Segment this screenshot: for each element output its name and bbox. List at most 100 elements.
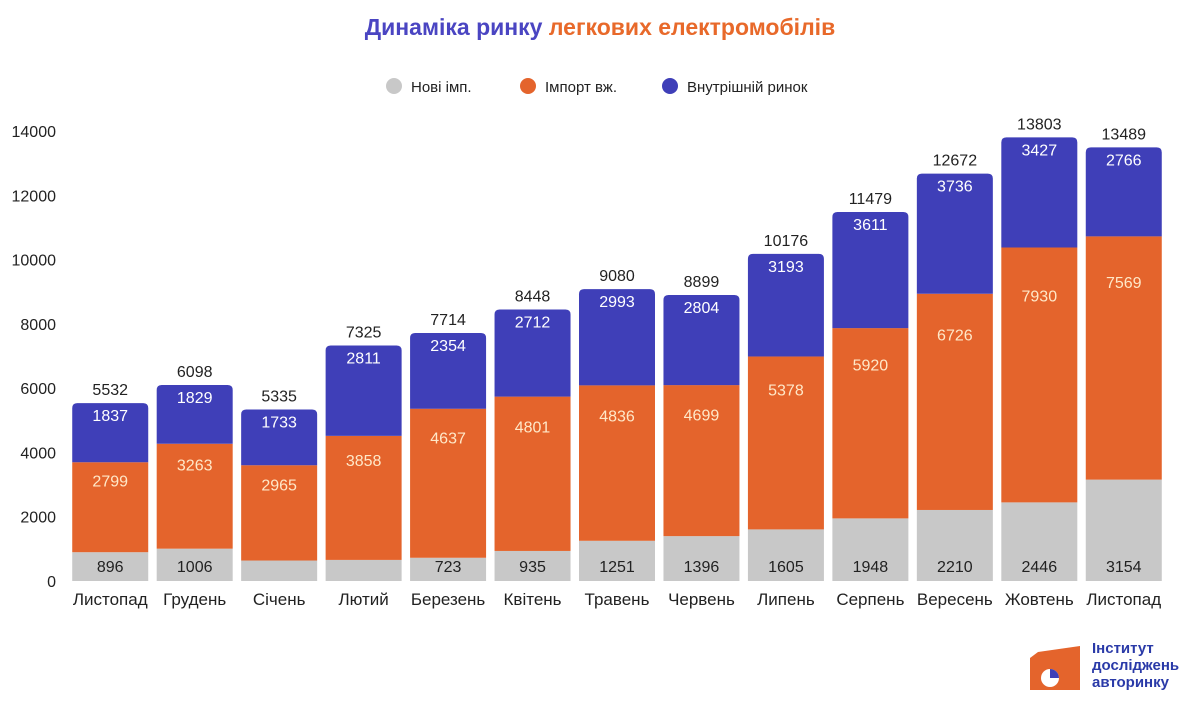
bar-segment [1085,147,1162,237]
bar-segment [156,384,233,444]
bar-segment [494,396,571,551]
data-label: 3427 [1022,142,1058,159]
bar-segment [663,536,740,581]
bar-segment [832,328,909,519]
data-label: 7930 [1022,288,1058,305]
x-tick-label: Жовтень [1005,590,1074,609]
bar-segment [579,540,655,581]
bar-segment [832,518,909,581]
x-tick-label: Квітень [504,590,562,609]
data-label: 1006 [177,559,213,576]
data-label: 2811 [346,351,381,368]
logo-text: Інститут досліджень авторинку [1092,640,1179,691]
data-label: 4836 [599,408,635,425]
x-tick-label: Червень [668,590,735,609]
bar-segment [579,289,655,386]
legend-label: Внутрішній ринок [687,79,808,96]
x-tick-label: Січень [253,590,306,609]
bar-segment [72,462,149,553]
data-label: 723 [435,559,462,576]
bar-segment [1001,137,1078,248]
data-label: 1829 [177,390,213,407]
x-tick-label: Листопад [73,590,148,609]
x-tick-label: Березень [411,590,486,609]
chart-title-part2: легкових електромобілів [548,14,836,40]
data-label: 5920 [853,357,889,374]
bar-segment [325,435,402,560]
data-label: 3858 [346,453,382,470]
data-label: 1605 [768,559,804,576]
bar-segment [325,345,402,436]
y-tick-label: 4000 [20,445,56,462]
bar-segment [494,550,571,581]
total-label: 13803 [1017,116,1062,133]
bar-segment [1001,502,1078,581]
data-label: 1733 [261,415,297,432]
data-label: 1948 [853,559,889,576]
data-label: 2712 [515,314,551,331]
bar-segment [72,403,149,463]
bar-segment [72,552,149,581]
data-label: 5378 [768,383,804,400]
bar-segment [325,559,402,581]
y-tick-label: 12000 [12,188,57,205]
bar-segment [747,356,824,530]
data-label: 2210 [937,559,973,576]
total-label: 7325 [346,325,382,342]
data-label: 1837 [92,408,128,425]
data-label: 1396 [684,559,720,576]
data-label: 3611 [853,217,888,234]
y-tick-label: 6000 [20,381,56,398]
legend-marker [662,78,678,94]
bar-segment [663,294,740,386]
data-label: 7569 [1106,275,1142,292]
bar-segment [241,560,318,581]
data-label: 2965 [261,477,297,494]
logo-line-2: досліджень [1092,657,1180,674]
bar-segment [1001,247,1078,503]
institute-logo: Інститут досліджень авторинку [1028,640,1198,700]
x-tick-label: Травень [585,590,650,609]
total-label: 10176 [764,233,809,250]
x-tick-label: Лютий [338,590,388,609]
data-label: 935 [519,559,546,576]
logo-line-3: авторинку [1092,674,1169,691]
bar-segment [832,212,909,329]
total-label: 12672 [933,153,978,170]
data-label: 3193 [768,259,804,276]
data-label: 2993 [599,294,635,311]
x-tick-label: Вересень [917,590,993,609]
bar-segment [410,557,487,581]
legend-label: Імпорт вж. [545,79,617,96]
bar-segment [663,385,740,537]
data-label: 3736 [937,179,973,196]
y-tick-label: 8000 [20,317,56,334]
x-tick-label: Липень [757,590,815,609]
data-label: 2446 [1022,559,1058,576]
data-label: 2804 [684,300,720,317]
bar-segment [156,443,233,549]
y-tick-label: 2000 [20,510,56,527]
data-label: 3154 [1106,559,1142,576]
legend-marker [386,78,402,94]
bar-segment [410,408,487,558]
total-label: 5335 [261,389,297,406]
bar-segment [410,333,487,409]
data-label: 4801 [515,419,551,436]
data-label: 2354 [430,338,466,355]
bar-segment [579,385,655,541]
legend-marker [520,78,536,94]
bar-segment [1085,236,1162,480]
data-label: 2799 [92,473,128,490]
chart-title: Динаміка ринку легкових електромобілів [0,14,1200,41]
total-label: 11479 [849,191,892,208]
bar-segment [747,253,824,357]
data-label: 6726 [937,328,973,345]
total-label: 13489 [1102,126,1147,143]
x-tick-label: Серпень [836,590,904,609]
y-tick-label: 10000 [12,253,57,270]
bar-segment [747,529,824,581]
data-label: 2766 [1106,152,1142,169]
bar-segment [916,173,993,294]
